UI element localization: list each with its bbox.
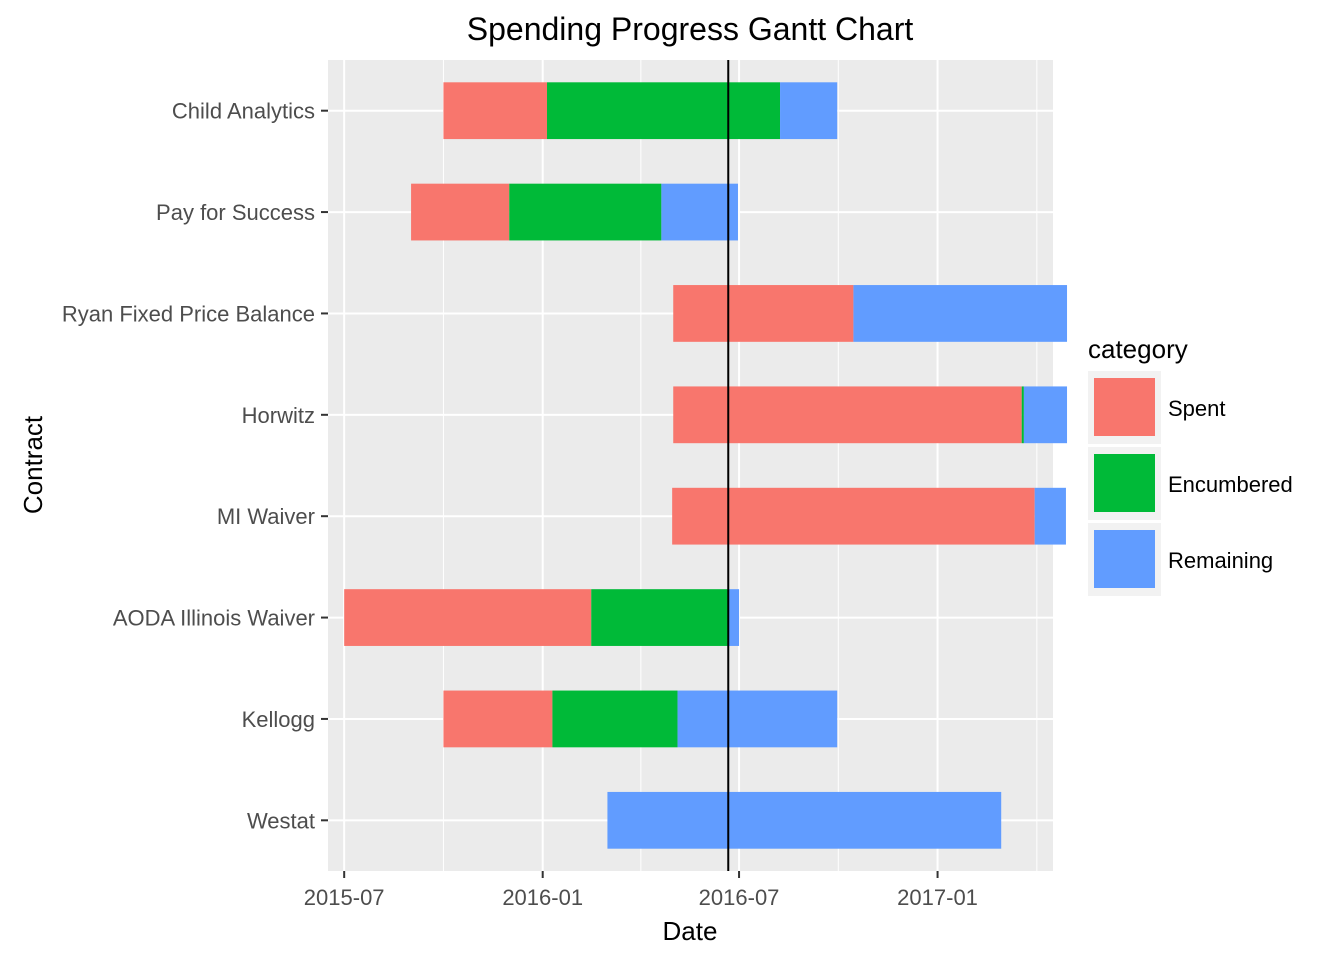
legend-label: Encumbered xyxy=(1168,472,1293,497)
legend: category Spent Encumbered Remaining xyxy=(1088,334,1293,596)
bar-segment-encumbered xyxy=(552,690,678,748)
x-axis: 2015-07 2016-01 2016-07 2017-01 xyxy=(304,871,978,910)
legend-key-spent xyxy=(1094,378,1155,436)
bar-segment-remaining xyxy=(677,690,838,748)
legend-item-encumbered: Encumbered xyxy=(1088,447,1293,520)
panel-background xyxy=(328,60,1053,871)
bar-segment-spent xyxy=(443,82,548,140)
bar-segment-encumbered xyxy=(591,589,729,646)
chart-title: Spending Progress Gantt Chart xyxy=(467,11,914,47)
x-axis-title: Date xyxy=(663,916,718,946)
bar-horwitz xyxy=(673,386,1068,444)
bar-segment-spent xyxy=(411,183,510,241)
legend-label: Remaining xyxy=(1168,548,1273,573)
x-tick-label: 2016-01 xyxy=(502,885,583,910)
bar-kellogg xyxy=(443,690,838,748)
y-tick-label: Westat xyxy=(247,808,315,833)
bar-mi-waiver xyxy=(672,487,1066,545)
bar-segment-spent xyxy=(673,386,1022,444)
bar-segment-remaining xyxy=(607,791,1002,849)
bar-segment-encumbered xyxy=(547,82,781,140)
legend-key-remaining xyxy=(1094,530,1155,588)
bar-child-analytics xyxy=(443,82,838,140)
bar-segment-remaining xyxy=(661,183,738,241)
x-tick-label: 2015-07 xyxy=(304,885,385,910)
y-tick-label: Kellogg xyxy=(242,707,315,732)
bar-segment-spent xyxy=(344,589,592,646)
plot-panel xyxy=(328,60,1053,871)
bar-westat xyxy=(607,791,1002,849)
legend-item-remaining: Remaining xyxy=(1088,523,1273,596)
y-tick-label: Pay for Success xyxy=(156,200,315,225)
bar-segment-remaining xyxy=(1023,386,1068,444)
bar-segment-remaining xyxy=(853,285,1068,342)
bar-segment-encumbered xyxy=(1021,386,1024,444)
y-tick-label: Ryan Fixed Price Balance xyxy=(62,301,315,326)
bar-segment-spent xyxy=(443,690,553,748)
bar-segment-remaining xyxy=(728,589,740,646)
legend-key-encumbered xyxy=(1094,454,1155,512)
y-tick-label: MI Waiver xyxy=(217,504,315,529)
legend-item-spent: Spent xyxy=(1088,371,1226,444)
bars-layer xyxy=(344,82,1068,849)
bar-pay-for-success xyxy=(411,183,738,241)
bar-aoda-illinois-waiver xyxy=(344,589,740,646)
y-tick-label: Horwitz xyxy=(242,403,315,428)
bar-segment-spent xyxy=(672,487,1035,545)
bar-segment-encumbered xyxy=(509,183,662,241)
bar-ryan-fixed-price-balance xyxy=(673,285,1068,342)
x-tick-label: 2016-07 xyxy=(699,885,780,910)
legend-title: category xyxy=(1088,334,1188,364)
bar-segment-remaining xyxy=(1034,487,1066,545)
y-axis-title: Contract xyxy=(18,415,48,514)
x-tick-label: 2017-01 xyxy=(897,885,978,910)
y-axis: Child Analytics Pay for Success Ryan Fixed… xyxy=(62,99,328,833)
y-tick-label: AODA Illinois Waiver xyxy=(113,606,315,631)
bar-segment-remaining xyxy=(780,82,838,140)
y-tick-label: Child Analytics xyxy=(172,99,315,124)
legend-label: Spent xyxy=(1168,396,1226,421)
bar-segment-spent xyxy=(673,285,854,342)
